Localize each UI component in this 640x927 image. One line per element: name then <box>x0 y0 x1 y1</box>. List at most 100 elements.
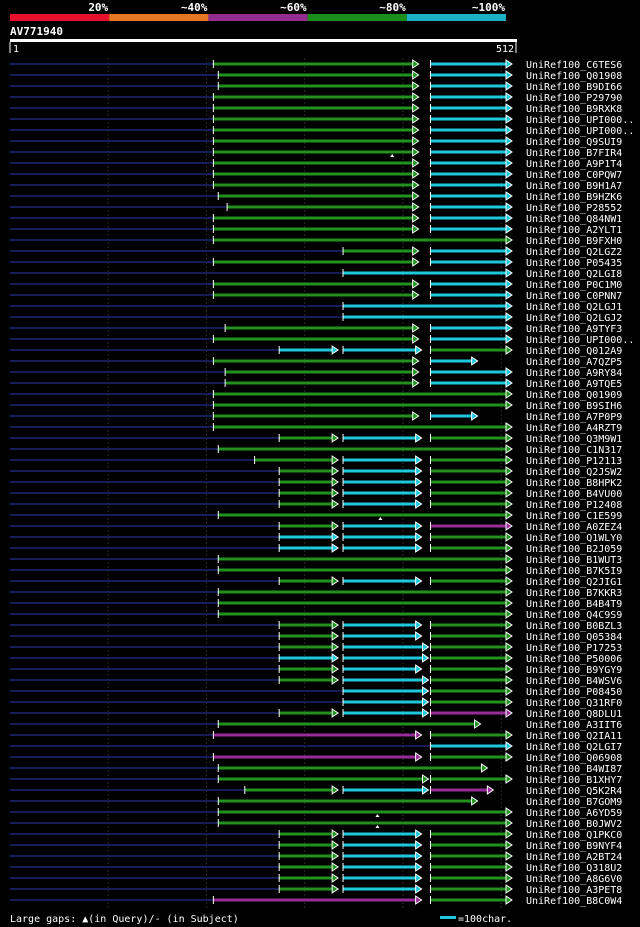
hit-name[interactable]: UniRef100_B9DI66 <box>526 82 622 93</box>
hit-name[interactable]: UniRef100_B9FXH0 <box>526 236 622 247</box>
hit-name[interactable]: UniRef100_P28552 <box>526 203 622 214</box>
hit-row[interactable]: UniRef100_A7P0P9 <box>10 411 622 423</box>
hit-name[interactable]: UniRef100_Q1WLY0 <box>526 533 622 544</box>
hit-row[interactable]: UniRef100_B7FIR4 <box>10 147 622 159</box>
hit-row[interactable]: UniRef100_A9P1T4 <box>10 158 622 170</box>
hit-row[interactable]: UniRef100_Q31RF0 <box>10 697 622 709</box>
hit-name[interactable]: UniRef100_Q2LGZ2 <box>526 247 622 258</box>
hit-row[interactable]: UniRef100_Q3M9W1 <box>10 433 622 445</box>
hit-name[interactable]: UniRef100_Q2JIG1 <box>526 577 622 588</box>
hit-name[interactable]: UniRef100_Q2LGJ2 <box>526 313 622 324</box>
hit-name[interactable]: UniRef100_B4B4T9 <box>526 599 622 610</box>
hit-row[interactable]: UniRef100_B7GOM9 <box>10 796 622 808</box>
hit-name[interactable]: UniRef100_Q84NW1 <box>526 214 622 225</box>
hit-row[interactable]: UniRef100_A3PET8 <box>10 884 622 896</box>
hit-row[interactable]: UniRef100_B9YGY9 <box>10 664 622 676</box>
hit-name[interactable]: UniRef100_Q8DLU1 <box>526 709 622 720</box>
hit-row[interactable]: UniRef100_Q9SUI9 <box>10 136 622 148</box>
hit-name[interactable]: UniRef100_B4VU00 <box>526 489 622 500</box>
hit-row[interactable]: UniRef100_B0JWV2 <box>10 818 622 830</box>
hit-name[interactable]: UniRef100_Q01908 <box>526 71 622 82</box>
hit-row[interactable]: UniRef100_Q2LGJ2 <box>10 312 622 324</box>
hit-name[interactable]: UniRef100_Q2JSW2 <box>526 467 622 478</box>
hit-name[interactable]: UniRef100_Q1PKC0 <box>526 830 622 841</box>
hit-name[interactable]: UniRef100_P17253 <box>526 643 622 654</box>
hit-row[interactable]: UniRef100_UPI000.. <box>10 125 634 137</box>
hit-name[interactable]: UniRef100_Q2LGI7 <box>526 742 622 753</box>
hit-row[interactable]: UniRef100_B4VU00 <box>10 488 622 500</box>
hit-row[interactable]: UniRef100_B7K5I9 <box>10 565 622 577</box>
hit-name[interactable]: UniRef100_Q012A9 <box>526 346 622 357</box>
hit-name[interactable]: UniRef100_A9RY84 <box>526 368 622 379</box>
hit-name[interactable]: UniRef100_B8C0W4 <box>526 896 622 907</box>
hit-name[interactable]: UniRef100_A3IIT6 <box>526 720 622 731</box>
hit-row[interactable]: UniRef100_A4RZT9 <box>10 422 622 434</box>
hit-row[interactable]: UniRef100_B4B4T9 <box>10 598 622 610</box>
hit-row[interactable]: UniRef100_P12408 <box>10 499 622 511</box>
hit-name[interactable]: UniRef100_C6TES6 <box>526 60 622 71</box>
hit-row[interactable]: UniRef100_A0ZEZ4 <box>10 521 622 533</box>
hit-row[interactable]: UniRef100_P28552 <box>10 202 622 214</box>
hit-name[interactable]: UniRef100_B7FIR4 <box>526 148 622 159</box>
hit-row[interactable]: UniRef100_B8HPK2 <box>10 477 622 489</box>
hit-name[interactable]: UniRef100_A2BT24 <box>526 852 622 863</box>
hit-row[interactable]: UniRef100_A3IIT6 <box>10 719 622 731</box>
hit-row[interactable]: UniRef100_P12113 <box>10 455 622 467</box>
hit-name[interactable]: UniRef100_B0BZL3 <box>526 621 622 632</box>
hit-row[interactable]: UniRef100_UPI000.. <box>10 334 634 346</box>
hit-row[interactable]: UniRef100_A7QZP5 <box>10 356 622 368</box>
hit-row[interactable]: UniRef100_B1XHY7 <box>10 774 622 786</box>
hit-name[interactable]: UniRef100_Q4C9S9 <box>526 610 622 621</box>
hit-name[interactable]: UniRef100_Q01909 <box>526 390 622 401</box>
hit-name[interactable]: UniRef100_Q05384 <box>526 632 622 643</box>
hit-row[interactable]: UniRef100_B9H1A7 <box>10 180 622 192</box>
hit-name[interactable]: UniRef100_B9H1A7 <box>526 181 622 192</box>
hit-row[interactable]: UniRef100_B0BZL3 <box>10 620 622 632</box>
hit-name[interactable]: UniRef100_Q2IA11 <box>526 731 622 742</box>
hit-name[interactable]: UniRef100_A8G6V0 <box>526 874 622 885</box>
hit-row[interactable]: UniRef100_C1N317 <box>10 444 622 456</box>
hit-name[interactable]: UniRef100_Q9SUI9 <box>526 137 622 148</box>
hit-row[interactable]: UniRef100_B2J059 <box>10 543 622 555</box>
hit-row[interactable]: UniRef100_B9DI66 <box>10 81 622 93</box>
hit-name[interactable]: UniRef100_A4RZT9 <box>526 423 622 434</box>
hit-row[interactable]: UniRef100_Q2JSW2 <box>10 466 622 478</box>
hit-row[interactable]: UniRef100_A8G6V0 <box>10 873 622 885</box>
hit-name[interactable]: UniRef100_A6YD59 <box>526 808 622 819</box>
hit-name[interactable]: UniRef100_B8HPK2 <box>526 478 622 489</box>
hit-name[interactable]: UniRef100_P12408 <box>526 500 622 511</box>
hit-name[interactable]: UniRef100_Q06908 <box>526 753 622 764</box>
hit-name[interactable]: UniRef100_Q2LGJ1 <box>526 302 622 313</box>
hit-name[interactable]: UniRef100_B1WUT3 <box>526 555 622 566</box>
hit-name[interactable]: UniRef100_C1E599 <box>526 511 622 522</box>
hit-row[interactable]: UniRef100_Q01909 <box>10 389 622 401</box>
hit-name[interactable]: UniRef100_P50006 <box>526 654 622 665</box>
hit-row[interactable]: UniRef100_A2YLT1 <box>10 224 622 236</box>
hit-row[interactable]: UniRef100_B9HZK6 <box>10 191 622 203</box>
hit-name[interactable]: UniRef100_B0JWV2 <box>526 819 622 830</box>
hit-name[interactable]: UniRef100_B7KKR3 <box>526 588 622 599</box>
hit-row[interactable]: UniRef100_P05435 <box>10 257 622 269</box>
hit-row[interactable]: UniRef100_Q2JIG1 <box>10 576 622 588</box>
hit-row[interactable]: UniRef100_C0PNN7 <box>10 290 622 302</box>
hit-name[interactable]: UniRef100_P0C1M0 <box>526 280 622 291</box>
hit-row[interactable]: UniRef100_Q01908 <box>10 70 622 82</box>
hit-row[interactable]: UniRef100_P17253 <box>10 642 622 654</box>
hit-name[interactable]: UniRef100_Q318U2 <box>526 863 622 874</box>
hit-row[interactable]: UniRef100_Q012A9 <box>10 345 622 357</box>
hit-row[interactable]: UniRef100_P08450 <box>10 686 622 698</box>
hit-name[interactable]: UniRef100_A3PET8 <box>526 885 622 896</box>
hit-row[interactable]: UniRef100_Q1WLY0 <box>10 532 622 544</box>
hit-name[interactable]: UniRef100_UPI000.. <box>526 115 634 126</box>
hit-name[interactable]: UniRef100_B4WSV6 <box>526 676 622 687</box>
hit-name[interactable]: UniRef100_B4WI87 <box>526 764 622 775</box>
hit-row[interactable]: UniRef100_B9SIH6 <box>10 400 622 412</box>
hit-row[interactable]: UniRef100_Q2LGJ1 <box>10 301 622 313</box>
hit-name[interactable]: UniRef100_A9TQE5 <box>526 379 622 390</box>
hit-row[interactable]: UniRef100_P29790 <box>10 92 622 104</box>
hit-row[interactable]: UniRef100_Q5K2R4 <box>10 785 622 797</box>
hit-name[interactable]: UniRef100_Q31RF0 <box>526 698 622 709</box>
hit-row[interactable]: UniRef100_C1E599 <box>10 510 622 522</box>
hit-row[interactable]: UniRef100_Q2LGI8 <box>10 268 622 280</box>
hit-row[interactable]: UniRef100_A9TQE5 <box>10 378 622 390</box>
